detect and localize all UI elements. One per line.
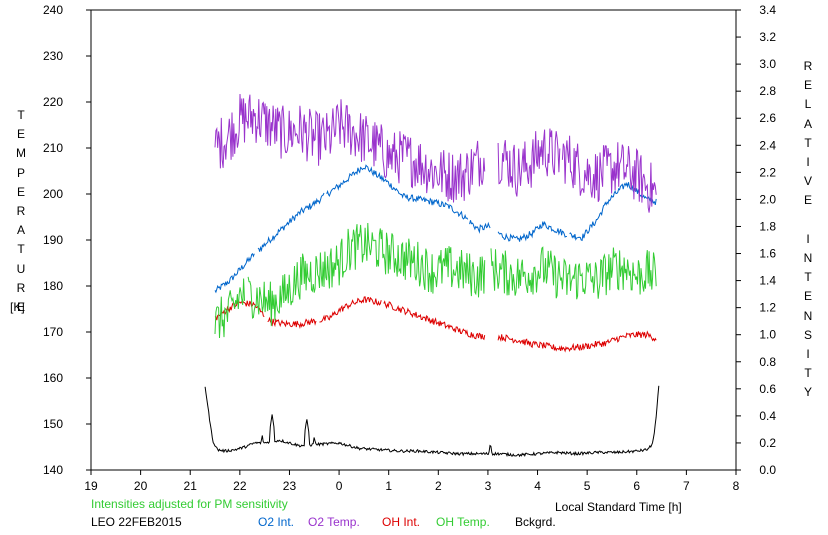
y-axis-left-unit: [K]: [10, 300, 25, 314]
y-left-tick-label: 160: [43, 371, 63, 385]
y-right-tick-label: 3.0: [759, 57, 776, 71]
y-right-tick-label: 0.6: [759, 382, 776, 396]
x-tick-label: 8: [733, 479, 740, 493]
y-right-tick-label: 2.0: [759, 192, 776, 206]
axis-letter: S: [803, 327, 812, 342]
y-left-tick-label: 230: [43, 49, 63, 63]
y-left-tick-label: 150: [43, 417, 63, 431]
axis-letter: E: [16, 127, 25, 142]
axis-letter: R: [803, 59, 813, 73]
legend-item: O2 Int.: [258, 515, 295, 529]
series-line-oh-int: [214, 296, 657, 353]
x-tick-label: 4: [534, 479, 541, 493]
station-label: LEO 22FEB2015: [91, 515, 182, 529]
x-tick-label: 3: [485, 479, 492, 493]
axis-letter: E: [803, 78, 812, 93]
axis-ticks: 19 20 21 22 23 0 1 2 3 4 5 6 7 8140150160170180190200…: [43, 3, 776, 493]
series-lines: [204, 93, 660, 458]
axis-letter: R: [16, 204, 26, 219]
axis-letter: E: [16, 184, 25, 199]
x-tick-label: 5: [584, 479, 591, 493]
x-tick-label: 23: [283, 479, 297, 493]
series-line-o2-temp: [214, 93, 657, 213]
axis-letter: T: [804, 366, 812, 381]
y-left-tick-label: 140: [43, 463, 63, 477]
y-right-tick-label: 1.2: [759, 301, 776, 315]
y-right-tick-label: 2.6: [759, 111, 776, 125]
axis-letter: I: [806, 347, 810, 362]
axis-letter: N: [803, 308, 813, 323]
legend-item: OH Temp.: [436, 515, 490, 529]
axis-letter: I: [806, 231, 810, 246]
y-right-tick-label: 1.8: [759, 219, 776, 233]
x-axis-label: Local Standard Time [h]: [555, 500, 682, 514]
y-right-tick-label: 0.0: [759, 463, 776, 477]
axis-letter: L: [804, 97, 812, 112]
axis-letter: P: [16, 165, 25, 180]
x-tick-label: 19: [84, 479, 98, 493]
legend-item: OH Int.: [382, 515, 421, 529]
axis-letter: U: [16, 261, 26, 276]
axis-letter: E: [16, 300, 25, 315]
y-right-tick-label: 1.4: [759, 274, 776, 288]
axis-letter: A: [803, 116, 812, 131]
y-left-tick-label: 220: [43, 95, 63, 109]
axis-letter: N: [803, 251, 813, 266]
axis-letter: T: [804, 135, 812, 150]
y-right-tick-label: 1.6: [759, 247, 776, 261]
axis-letter: T: [804, 270, 812, 285]
y-left-tick-label: 240: [43, 3, 63, 17]
x-tick-label: 21: [184, 479, 198, 493]
y-right-tick-label: 2.2: [759, 165, 776, 179]
axis-letter: V: [803, 174, 812, 189]
y-right-tick-label: 0.4: [759, 409, 776, 423]
axis-letter: T: [17, 108, 25, 122]
legend-item: O2 Temp.: [308, 515, 360, 529]
y-right-tick-label: 2.4: [759, 138, 776, 152]
axis-letter: T: [17, 242, 25, 257]
axis-letter: A: [16, 223, 25, 238]
y-right-tick-label: 0.8: [759, 355, 776, 369]
axis-letter: E: [803, 193, 812, 208]
y-left-tick-label: 190: [43, 233, 63, 247]
axis-letter: R: [16, 280, 26, 295]
axis-letter: I: [806, 155, 810, 170]
series-line-oh-temp: [214, 222, 657, 339]
y-right-tick-label: 3.2: [759, 30, 776, 44]
x-tick-label: 1: [385, 479, 392, 493]
axis-letter: E: [803, 289, 812, 304]
x-tick-label: 22: [233, 479, 247, 493]
y-right-tick-label: 0.2: [759, 436, 776, 450]
y-left-tick-label: 200: [43, 187, 63, 201]
series-line-o2-int: [214, 164, 657, 294]
y-left-tick-label: 180: [43, 279, 63, 293]
note-text: Intensities adjusted for PM sensitivity: [91, 497, 288, 511]
series-line-bckgrd: [204, 385, 660, 458]
y-right-tick-label: 2.8: [759, 84, 776, 98]
x-tick-label: 6: [633, 479, 640, 493]
legend-item: Bckgrd.: [515, 515, 556, 529]
y-left-tick-label: 170: [43, 325, 63, 339]
axis-letter: [801, 211, 815, 230]
x-tick-label: 2: [435, 479, 442, 493]
plot-frame: [90, 9, 737, 471]
x-tick-label: 0: [336, 479, 343, 493]
x-tick-label: 20: [134, 479, 148, 493]
x-tick-label: 7: [683, 479, 690, 493]
y-right-tick-label: 1.0: [759, 328, 776, 342]
axis-letter: M: [16, 146, 26, 161]
y-left-tick-label: 210: [43, 141, 63, 155]
axis-letter: Y: [803, 385, 812, 400]
y-right-tick-label: 3.4: [759, 3, 776, 17]
